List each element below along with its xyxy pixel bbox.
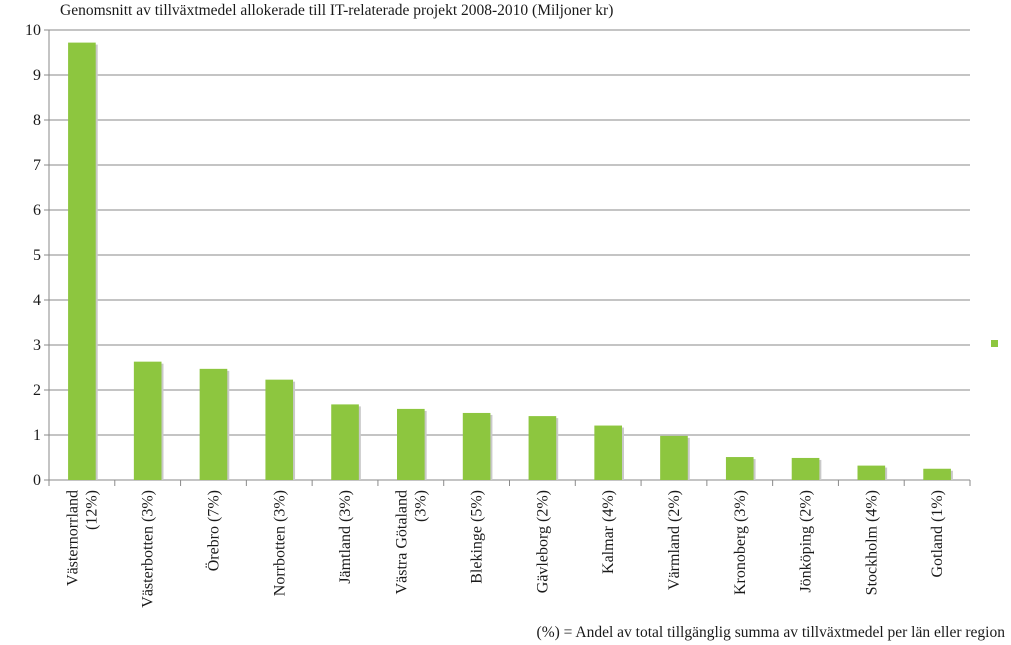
y-tick-label: 0 [33, 472, 41, 489]
y-tick-label: 8 [33, 112, 41, 129]
bar [725, 457, 754, 480]
y-tick-label: 3 [33, 337, 41, 354]
x-category-label: Blekinge (5%) [469, 490, 486, 584]
y-tick-label: 10 [25, 22, 41, 39]
grid-lines [49, 29, 970, 436]
x-category-label: Värmland (2%) [666, 490, 683, 590]
x-category-label: Västra Götaland (3%) [393, 490, 429, 594]
x-category-label: Norrbotten (3%) [271, 490, 288, 596]
y-tick-label: 4 [33, 292, 41, 309]
bar [660, 435, 688, 480]
y-tick-label: 1 [33, 427, 41, 444]
y-tick-label: 6 [33, 202, 41, 219]
x-category-label: Gotland (1%) [929, 490, 946, 578]
axes [44, 29, 971, 486]
x-category-labels: Västernorrland (12%) Västerbotten (3%) Öreb… [64, 490, 946, 608]
x-category-label: Jönköping (2%) [798, 490, 815, 593]
x-category-label: Kronoberg (3%) [732, 490, 749, 595]
legend-marker [991, 340, 998, 347]
bar [199, 368, 228, 480]
y-tick-labels: 0 1 2 3 4 5 6 7 8 9 10 [25, 22, 41, 489]
bar [857, 465, 886, 480]
x-category-label: Jämtland (3%) [337, 490, 354, 584]
y-tick-label: 9 [33, 67, 41, 84]
bar [397, 408, 425, 480]
y-tick-label: 2 [33, 382, 41, 399]
bar [265, 379, 294, 480]
bar [68, 42, 96, 480]
x-category-label: Västerbotten (3%) [140, 490, 157, 608]
x-category-label: Kalmar (4%) [600, 490, 617, 574]
footnote: (%) = Andel av total tillgänglig summa a… [536, 624, 1005, 641]
x-category-label: Stockholm (4%) [863, 490, 880, 595]
bar [923, 468, 951, 480]
y-tick-label: 5 [33, 247, 41, 264]
bar [791, 457, 820, 480]
x-category-label: Gävleborg (2%) [534, 490, 551, 593]
x-category-label: Västernorrland (12%) [64, 490, 100, 586]
bars [68, 42, 953, 480]
bar [528, 416, 557, 480]
bar [462, 412, 491, 480]
x-category-label: Örebro (7%) [204, 490, 222, 571]
legend [991, 340, 998, 347]
bar [133, 361, 162, 480]
chart-title: Genomsnitt av tillväxtmedel allokerade t… [60, 2, 614, 19]
bar [594, 425, 622, 480]
bar [331, 404, 359, 480]
y-tick-label: 7 [33, 157, 41, 174]
